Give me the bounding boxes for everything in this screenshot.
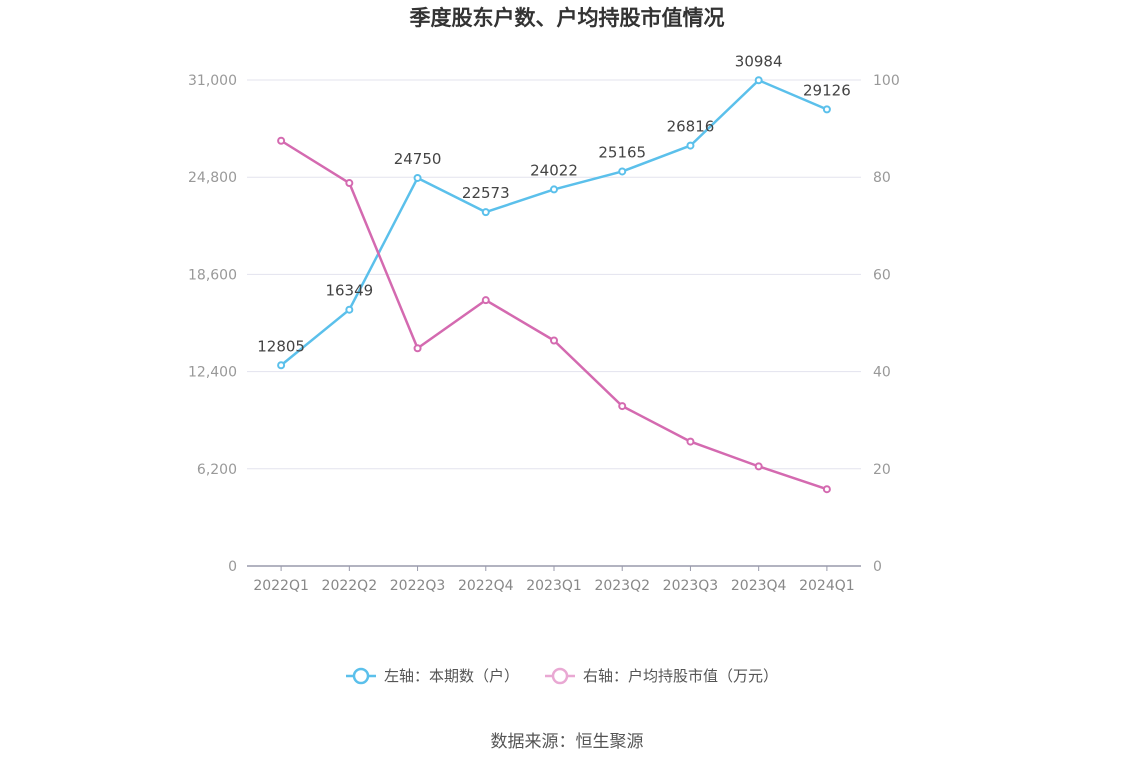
x-tick-label: 2023Q2	[594, 578, 650, 594]
right-tick-label: 80	[873, 170, 891, 186]
data-label: 22573	[462, 184, 510, 202]
x-tick-label: 2022Q2	[322, 578, 378, 594]
x-tick-label: 2022Q1	[253, 578, 309, 594]
x-tick-label: 2022Q3	[390, 578, 446, 594]
data-point[interactable]	[550, 336, 558, 345]
data-point[interactable]	[550, 185, 558, 194]
data-point[interactable]	[686, 141, 695, 150]
left-axis: 0 6,200 12,400 18,600 24,800 31,000	[188, 73, 237, 575]
left-tick-label: 18,600	[188, 267, 237, 283]
chart-title: 季度股东户数、户均持股市值情况	[410, 6, 725, 30]
data-point[interactable]	[413, 344, 422, 353]
right-tick-label: 20	[873, 462, 891, 478]
data-label: 16349	[325, 282, 373, 300]
legend-marker	[551, 667, 569, 685]
series-line	[280, 79, 828, 367]
x-axis: 2022Q1 2022Q2 2022Q3 2022Q4 2023Q1 2023Q2 2023…	[247, 565, 861, 594]
left-tick-label: 6,200	[197, 462, 237, 478]
data-point[interactable]	[618, 402, 627, 411]
data-point[interactable]	[413, 173, 422, 182]
data-label: 24022	[530, 161, 578, 179]
right-tick-label: 40	[873, 365, 891, 381]
x-tick-label: 2023Q4	[731, 578, 787, 594]
left-tick-label: 24,800	[188, 170, 237, 186]
series-1: 12805 16349 24750 22573 24022 25165 26816 30984…	[257, 52, 851, 370]
x-tick-label: 2023Q3	[663, 578, 719, 594]
data-label: 29126	[803, 81, 851, 99]
data-point[interactable]	[822, 485, 831, 494]
legend-label: 左轴：本期数（户）	[384, 667, 519, 685]
data-point[interactable]	[822, 105, 831, 114]
data-point[interactable]	[345, 305, 354, 314]
legend[interactable]: 左轴：本期数（户） 右轴：户均持股市值（万元）	[346, 667, 778, 685]
right-axis: 0 20 40 60 80 100	[873, 73, 900, 575]
x-tick-label: 2022Q4	[458, 578, 514, 594]
data-point[interactable]	[481, 296, 490, 305]
data-point[interactable]	[686, 437, 695, 446]
data-point[interactable]	[481, 208, 490, 217]
legend-item[interactable]: 右轴：户均持股市值（万元）	[545, 667, 778, 685]
legend-marker	[352, 667, 370, 685]
data-point[interactable]	[277, 361, 286, 370]
right-tick-label: 100	[873, 73, 900, 89]
data-point[interactable]	[277, 136, 286, 145]
x-tick-label: 2023Q1	[526, 578, 582, 594]
right-tick-label: 0	[873, 559, 882, 575]
left-tick-label: 31,000	[188, 73, 237, 89]
data-point[interactable]	[618, 167, 627, 176]
data-label: 25165	[598, 143, 646, 161]
data-label: 26816	[667, 118, 715, 136]
legend-item[interactable]: 左轴：本期数（户）	[346, 667, 519, 685]
right-tick-label: 60	[873, 267, 891, 283]
data-label: 24750	[394, 150, 442, 168]
series-layer: 12805 16349 24750 22573 24022 25165 26816 30984…	[257, 52, 851, 494]
left-tick-label: 0	[228, 559, 237, 575]
data-source: 数据来源：恒生聚源	[491, 732, 644, 752]
legend-label: 右轴：户均持股市值（万元）	[583, 667, 778, 685]
data-label: 30984	[735, 52, 783, 70]
data-point[interactable]	[345, 179, 354, 188]
data-point[interactable]	[754, 462, 763, 471]
data-point[interactable]	[754, 76, 763, 85]
series-2	[277, 136, 831, 494]
grid	[247, 79, 861, 470]
left-tick-label: 12,400	[188, 365, 237, 381]
data-label: 12805	[257, 337, 305, 355]
x-tick-label: 2024Q1	[799, 578, 855, 594]
